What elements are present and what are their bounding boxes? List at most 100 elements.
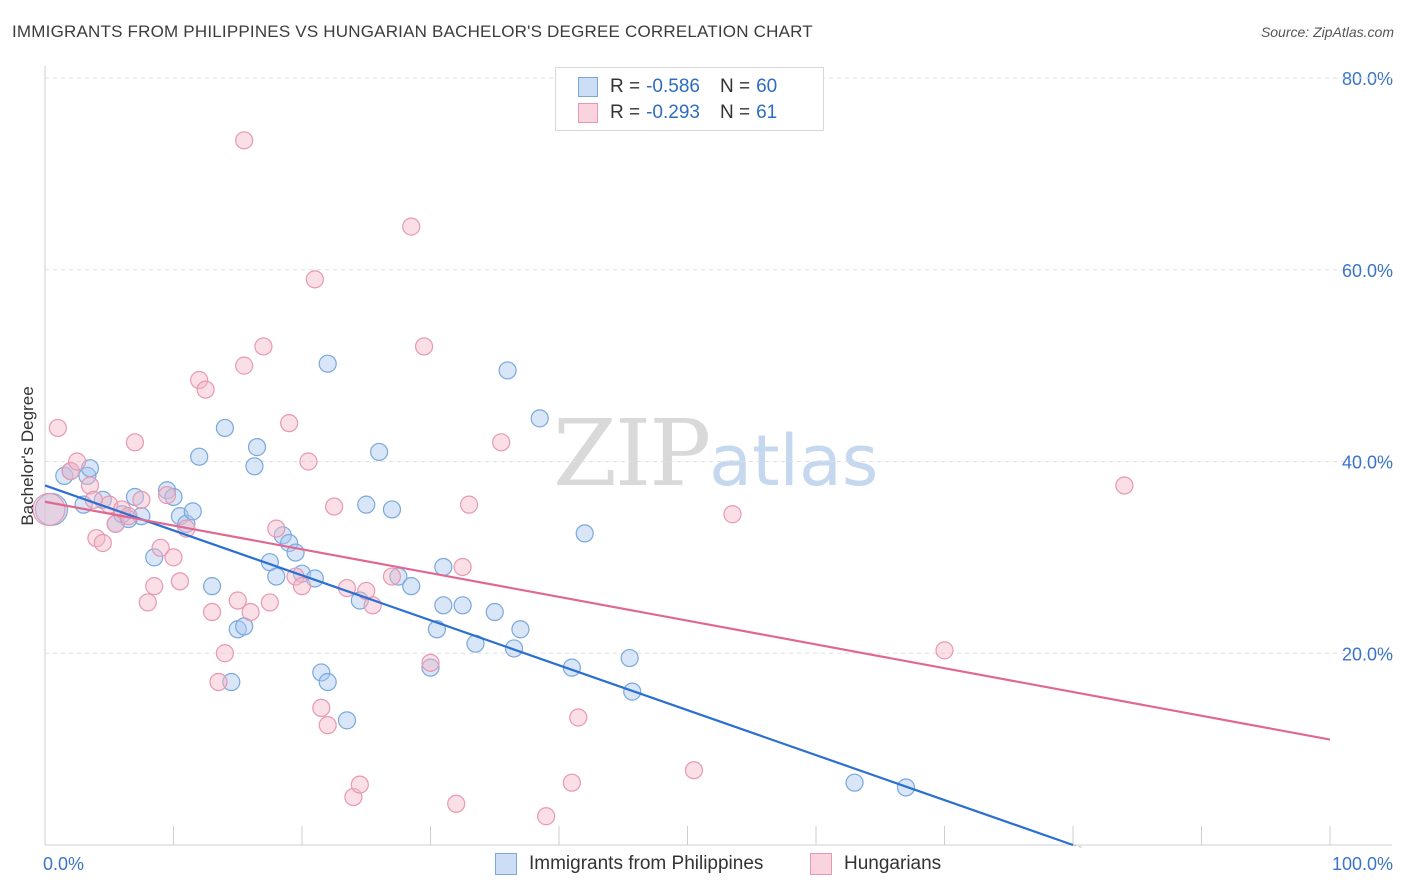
point-hungarians	[292, 577, 312, 596]
point-philippines	[530, 409, 549, 428]
legend-swatch-pink	[810, 853, 832, 875]
point-hungarians	[164, 548, 183, 567]
point-hungarians	[132, 490, 151, 509]
point-philippines	[183, 502, 202, 521]
trend-line-hungarians	[44, 500, 1331, 741]
point-philippines	[190, 447, 209, 466]
point-philippines	[575, 524, 594, 543]
point-philippines	[312, 663, 331, 682]
y-tick-label: 40.0%	[1342, 453, 1393, 473]
point-hungarians	[459, 495, 479, 514]
point-hungarians	[1115, 476, 1134, 495]
point-hungarians	[312, 698, 331, 717]
x-tick-label: 0.0%	[43, 854, 84, 874]
point-philippines	[157, 481, 177, 500]
watermark: ZIPatlas	[553, 400, 878, 507]
point-hungarians	[402, 217, 421, 236]
point-hungarians	[125, 433, 145, 452]
r-label: R =	[610, 76, 641, 97]
point-hungarians	[325, 497, 344, 516]
legend-row-hungarians: R = -0.293 N = 61	[578, 101, 777, 125]
point-hungarians	[32, 492, 66, 527]
point-hungarians	[254, 337, 273, 356]
point-hungarians	[80, 476, 100, 495]
point-hungarians	[935, 641, 954, 660]
point-philippines	[434, 557, 453, 577]
point-hungarians	[569, 708, 588, 727]
point-philippines	[453, 596, 472, 615]
point-hungarians	[260, 593, 279, 612]
point-philippines	[215, 418, 234, 438]
y-tick-label: 20.0%	[1342, 644, 1393, 664]
point-hungarians	[145, 577, 164, 596]
point-philippines	[357, 495, 376, 514]
r-value: -0.586	[646, 76, 700, 97]
point-hungarians	[723, 505, 742, 524]
point-hungarians	[453, 557, 472, 577]
point-hungarians	[684, 761, 704, 780]
point-philippines	[318, 354, 337, 373]
point-hungarians	[235, 131, 254, 150]
watermark-atlas: atlas	[709, 420, 879, 502]
legend-label-hungarians: Hungarians	[844, 853, 942, 874]
point-hungarians	[209, 672, 228, 692]
r-value: -0.293	[646, 102, 700, 123]
point-hungarians	[215, 644, 234, 663]
n-value: 60	[756, 76, 778, 97]
point-hungarians	[202, 602, 222, 622]
n-value: 61	[756, 102, 778, 123]
point-hungarians	[196, 380, 215, 399]
legend-row-philippines: R = -0.586 N = 60	[578, 75, 777, 99]
trend-extension	[1072, 844, 1086, 849]
y-tick-label: 60.0%	[1342, 261, 1393, 281]
point-hungarians	[151, 538, 170, 557]
legend-swatch-blue	[578, 77, 598, 97]
point-philippines	[620, 648, 639, 668]
point-philippines	[402, 577, 421, 596]
point-hungarians	[93, 533, 112, 553]
legend-label-philippines: Immigrants from Philippines	[529, 853, 764, 874]
point-philippines	[337, 711, 357, 730]
point-philippines	[370, 442, 389, 462]
x-tick-label: 100.0%	[1332, 854, 1393, 874]
point-hungarians	[382, 567, 402, 586]
point-hungarians	[492, 433, 511, 452]
source-label: Source: ZipAtlas.com	[1260, 24, 1394, 40]
point-hungarians	[267, 519, 286, 538]
chart-title: IMMIGRANTS FROM PHILIPPINES VS HUNGARIAN…	[12, 22, 813, 41]
trend-line-philippines	[44, 484, 1074, 847]
watermark-zip: ZIP	[553, 400, 711, 507]
point-hungarians	[305, 270, 324, 289]
point-philippines	[485, 602, 504, 622]
stats-legend: R = -0.586 N = 60 R = -0.293 N = 61	[555, 67, 824, 131]
point-hungarians	[318, 716, 337, 735]
point-philippines	[222, 672, 241, 692]
point-hungarians	[235, 356, 254, 375]
point-hungarians	[68, 452, 87, 471]
point-philippines	[145, 548, 164, 567]
point-hungarians	[562, 773, 581, 792]
point-philippines	[511, 620, 530, 639]
point-philippines	[164, 487, 183, 507]
legend-swatch-blue	[495, 853, 517, 875]
y-tick-label: 80.0%	[1342, 69, 1393, 89]
point-hungarians	[350, 775, 369, 794]
point-hungarians	[170, 572, 190, 591]
point-philippines	[498, 361, 517, 380]
point-hungarians	[61, 461, 80, 481]
n-label: N =	[719, 76, 751, 97]
legend-item-hungarians[interactable]: Hungarians	[810, 851, 941, 877]
point-hungarians	[299, 452, 318, 471]
legend-item-philippines[interactable]: Immigrants from Philippines	[495, 851, 763, 877]
n-label: N =	[719, 102, 751, 123]
point-hungarians	[228, 591, 247, 610]
point-hungarians	[190, 370, 209, 390]
point-philippines	[267, 567, 286, 586]
point-hungarians	[138, 593, 157, 612]
y-axis-label: Bachelor's Degree	[18, 386, 37, 526]
point-hungarians	[414, 337, 434, 356]
point-hungarians	[537, 807, 556, 826]
point-philippines	[434, 596, 453, 615]
point-philippines	[202, 577, 222, 596]
